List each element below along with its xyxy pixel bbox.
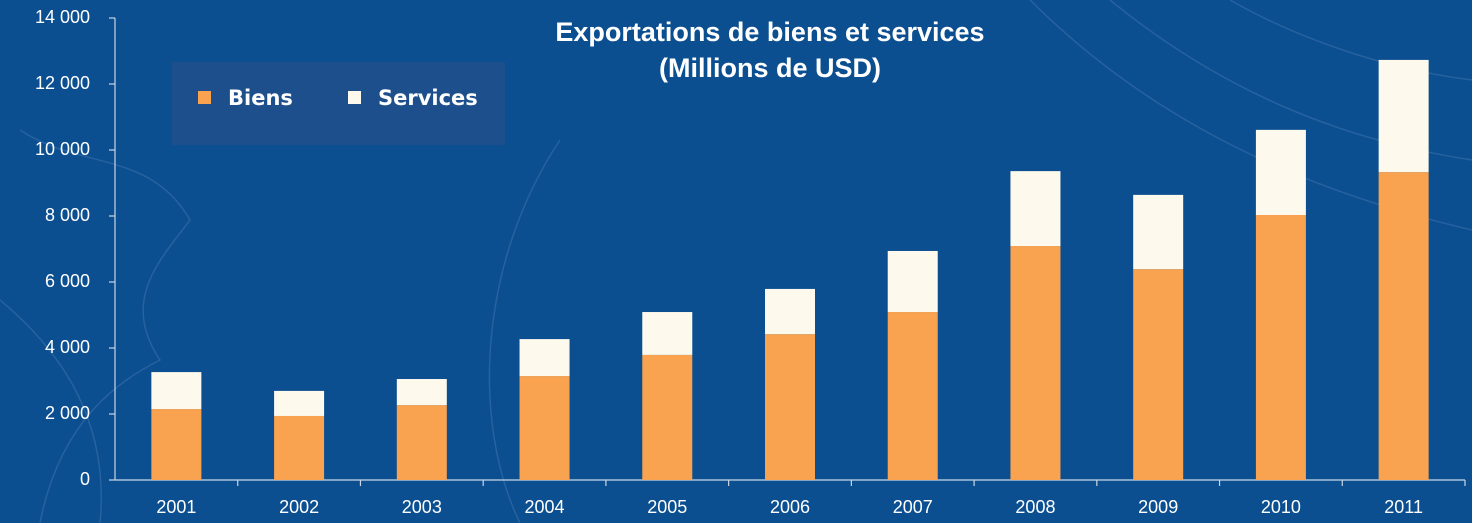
- bar-segment: [1378, 172, 1429, 481]
- y-tick-label: 6 000: [45, 271, 90, 291]
- bar-segment: [151, 372, 202, 410]
- y-tick-label: 4 000: [45, 337, 90, 357]
- x-tick-label: 2007: [893, 497, 933, 517]
- x-tick-label: 2006: [770, 497, 810, 517]
- x-tick-label: 2011: [1384, 497, 1423, 517]
- bar-segment: [1010, 246, 1061, 480]
- bar-segment: [519, 376, 570, 480]
- legend-label: Services: [378, 86, 478, 110]
- bar-segment: [765, 288, 815, 335]
- legend-box: [172, 62, 505, 145]
- chart-title: Exportations de biens et services: [555, 17, 984, 47]
- x-tick-label: 2009: [1138, 497, 1178, 517]
- y-tick-label: 0: [80, 469, 90, 489]
- bar-segment: [1255, 129, 1306, 216]
- bar-segment: [396, 405, 447, 480]
- x-tick-label: 2008: [1015, 497, 1055, 517]
- y-tick-label: 10 000: [35, 139, 90, 159]
- bar-segment: [1255, 215, 1306, 480]
- bar-segment: [642, 354, 693, 480]
- bar-segment: [887, 250, 938, 313]
- bar-segment: [274, 415, 325, 480]
- y-tick-label: 2 000: [45, 403, 90, 423]
- bar-segment: [151, 409, 202, 480]
- bar-segment: [519, 339, 570, 377]
- bar-segment: [765, 334, 815, 480]
- bar-segment: [274, 390, 325, 416]
- x-tick-label: 2010: [1261, 497, 1301, 517]
- legend-label: Biens: [228, 86, 293, 110]
- legend-marker: [198, 91, 211, 104]
- x-tick-label: 2004: [525, 497, 565, 517]
- bar-segment: [1378, 59, 1429, 173]
- bar-segment: [642, 312, 693, 355]
- x-tick-label: 2005: [647, 497, 687, 517]
- y-tick-label: 8 000: [45, 205, 90, 225]
- bar-segment: [1010, 171, 1061, 247]
- x-tick-label: 2002: [279, 497, 319, 517]
- y-tick-label: 12 000: [35, 73, 90, 93]
- bar-segment: [887, 312, 938, 480]
- bar-segment: [1133, 194, 1184, 270]
- legend-marker: [348, 91, 361, 104]
- bar-segment: [396, 379, 447, 406]
- x-tick-label: 2003: [402, 497, 442, 517]
- x-tick-label: 2001: [156, 497, 196, 517]
- y-tick-label: 14 000: [35, 7, 90, 27]
- bar-segment: [1133, 269, 1184, 480]
- chart-subtitle: (Millions de USD): [659, 53, 881, 83]
